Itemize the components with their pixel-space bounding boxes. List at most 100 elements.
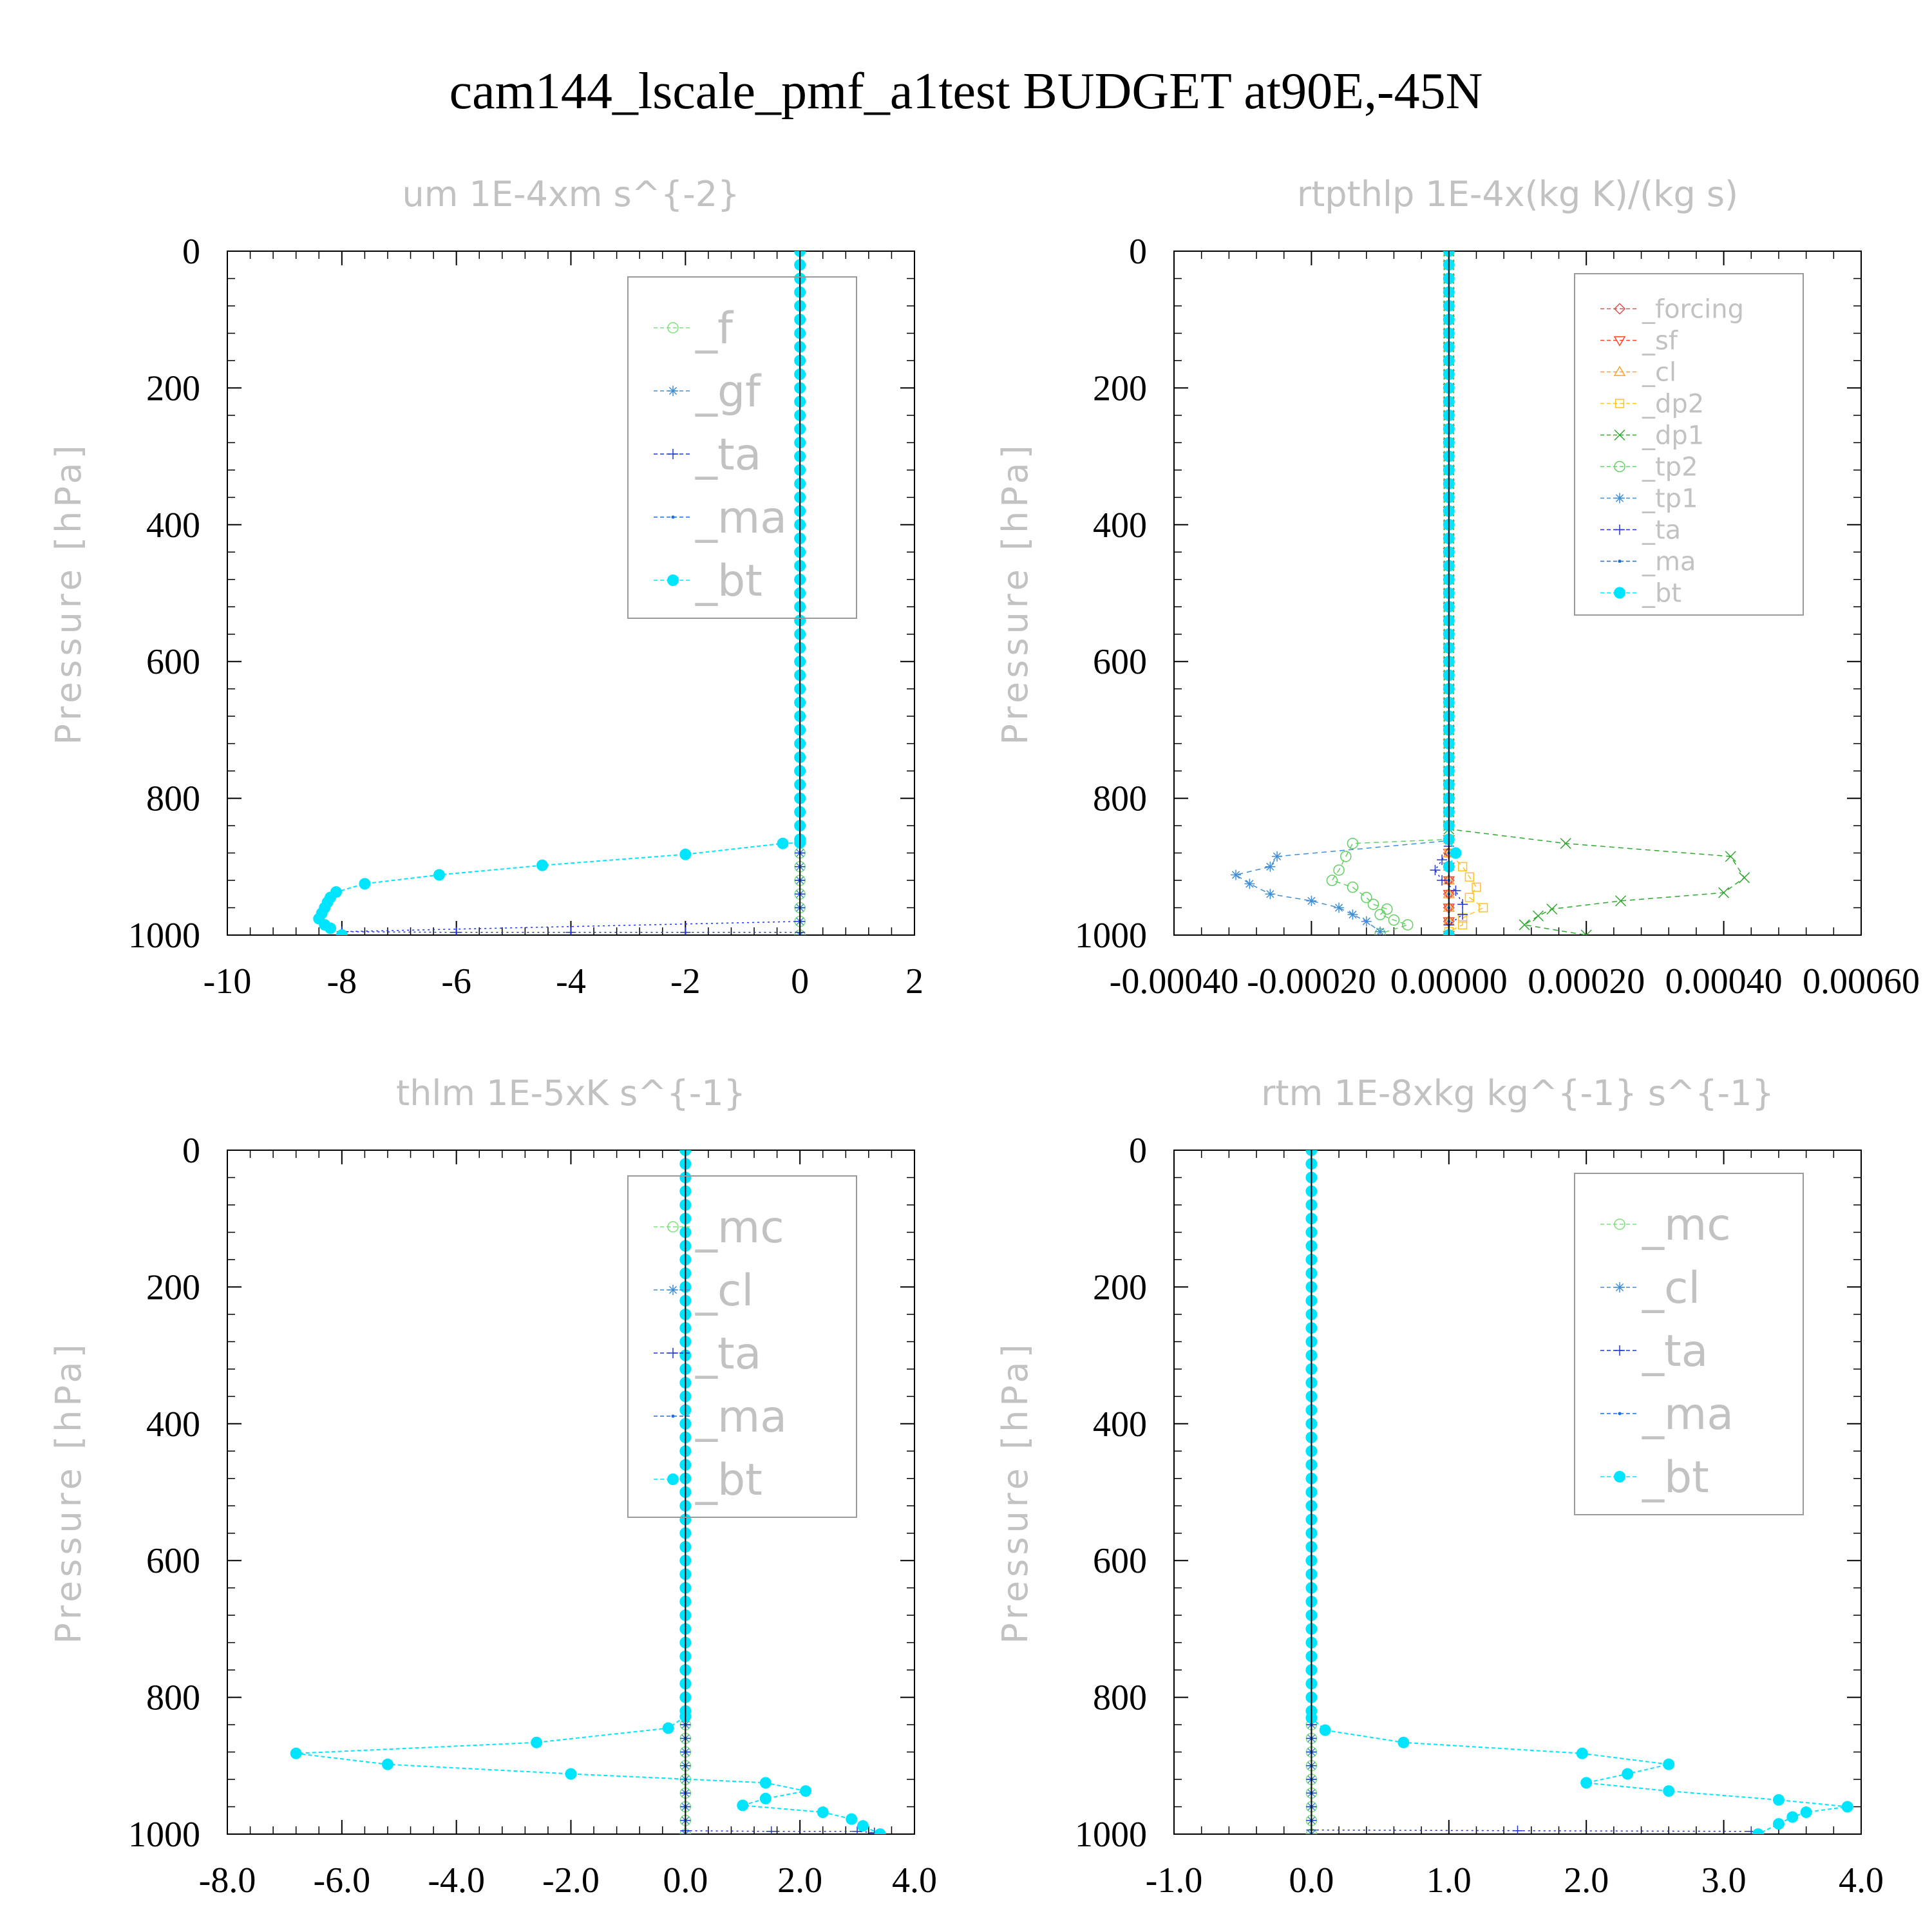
y-tick-label: 600 (146, 1541, 200, 1581)
x-tick-label: -2 (670, 961, 701, 1001)
series-tp1 (1231, 251, 1454, 935)
data-point (1464, 893, 1474, 902)
data-point (1472, 882, 1481, 892)
data-point (359, 878, 371, 890)
data-point (1718, 887, 1730, 898)
legend-entry: _ma (1600, 547, 1696, 577)
legend-entry: _cl (654, 1265, 753, 1316)
x-tick-label: 0 (791, 961, 809, 1001)
data-point (1519, 919, 1530, 931)
data-point (1772, 1818, 1785, 1830)
data-point (1663, 1785, 1675, 1797)
x-tick-label: 0.0 (1289, 1861, 1334, 1900)
chart-panel: thlm 1E-5xK s^{-1} Pressure [hPa] -8.0 -6.0… (48, 1073, 937, 1900)
x-tick-label: -6.0 (314, 1861, 371, 1900)
x-tick-label: -2.0 (542, 1861, 600, 1900)
legend-label: _ta (1642, 1326, 1708, 1377)
legend-marker (1615, 1345, 1625, 1356)
legend-entry: _ma (1600, 1389, 1734, 1440)
data-point (1772, 1794, 1785, 1806)
series-dp1 (1443, 251, 1750, 935)
data-point (1375, 926, 1386, 935)
legend-entry: _bt (1600, 1452, 1709, 1503)
legend-entry: _bt (654, 556, 762, 607)
legend-marker (1618, 560, 1622, 563)
data-point (679, 848, 692, 860)
data-point (1347, 837, 1359, 849)
data-point (536, 859, 549, 871)
legend: _mc _cl _ta _ma _bt (627, 1175, 857, 1518)
legend-marker (668, 386, 678, 396)
legend-marker (671, 515, 675, 519)
y-tick-label: 0 (1129, 232, 1147, 272)
x-tick-label: -10 (204, 961, 252, 1001)
legend-marker (1613, 303, 1626, 315)
legend-marker (1614, 587, 1625, 599)
data-point (1272, 851, 1283, 862)
chart-panels: um 1E-4xm s^{-2} Pressure [hPa] -10 -8 -6 -4 -… (48, 174, 1920, 1900)
y-tick-label: 400 (1093, 1405, 1147, 1444)
y-tick-label: 800 (1093, 779, 1147, 819)
data-point (336, 929, 348, 935)
data-point (1374, 909, 1386, 920)
data-point (680, 927, 691, 935)
legend-label: _ma (1642, 1389, 1734, 1440)
legend-marker (1613, 336, 1626, 346)
data-point (1580, 929, 1592, 935)
legend-label: _bt (1642, 1452, 1709, 1503)
x-tick-label: -4 (556, 961, 586, 1001)
plot-area (1305, 1150, 1853, 1834)
legend-label: _ta (695, 430, 761, 480)
data-point (1437, 855, 1448, 866)
series-line (1235, 251, 1450, 933)
data-point (777, 837, 789, 849)
data-point (766, 1826, 777, 1834)
legend-frame (1574, 273, 1804, 616)
y-tick-label: 1000 (128, 1815, 200, 1855)
chart-panel: rtm 1E-8xkg kg^{-1} s^{-1} Pressure [hPa]… (995, 1073, 1884, 1900)
data-point (1532, 910, 1544, 922)
y-tick-label: 1000 (1075, 916, 1147, 956)
y-tick-label: 200 (146, 1267, 200, 1307)
y-axis-label: Pressure [hPa] (48, 441, 89, 744)
legend-label: _forcing (1642, 295, 1744, 325)
legend-marker (667, 1221, 679, 1233)
data-point (1340, 851, 1352, 862)
legend: _mc _cl _ta _ma _bt (1574, 1173, 1804, 1515)
plot-area (313, 251, 806, 935)
y-tick-label: 800 (146, 1678, 200, 1718)
legend-label: _ma (695, 1392, 787, 1443)
legend: _forcing_sf_cl_dp2_dp1_tp2_tp1_ta_ma_bt (1574, 273, 1804, 616)
data-point (1231, 869, 1242, 880)
legend-marker (1618, 1412, 1622, 1416)
y-tick-label: 600 (1093, 642, 1147, 682)
y-axis-label: Pressure [hPa] (48, 1340, 89, 1643)
legend-entry: _cl (1600, 1263, 1700, 1314)
data-point (1334, 902, 1345, 913)
data-point (1546, 904, 1558, 915)
legend-entry: _tp1 (1600, 484, 1698, 514)
data-point (381, 1758, 393, 1770)
x-tick-label: 3.0 (1701, 1861, 1747, 1900)
legend-entry: _ta (1600, 1326, 1708, 1377)
legend-label: _ta (1642, 516, 1681, 545)
legend-label: _mc (1642, 1200, 1731, 1251)
data-point (1397, 1736, 1410, 1748)
data-point (874, 1828, 886, 1834)
figure-title: cam144_lscale_pmf_a1test BUDGET at90E,-4… (450, 63, 1483, 120)
y-tick-label: 800 (146, 779, 200, 819)
chart-title: thlm 1E-5xK s^{-1} (396, 1073, 746, 1113)
chart-title: um 1E-4xm s^{-2} (402, 174, 740, 214)
data-point (1560, 838, 1571, 849)
legend-label: _ma (695, 493, 787, 544)
data-point (1457, 862, 1468, 871)
y-tick-label: 200 (1093, 368, 1147, 408)
data-point (759, 1792, 772, 1804)
x-tick-label: 4.0 (892, 1861, 937, 1900)
series-line (1331, 251, 1450, 934)
data-point (1663, 1758, 1675, 1770)
x-tick-label: -1.0 (1146, 1861, 1203, 1900)
legend-frame (627, 276, 857, 619)
y-tick-label: 600 (1093, 1541, 1147, 1581)
data-point (1457, 909, 1468, 920)
